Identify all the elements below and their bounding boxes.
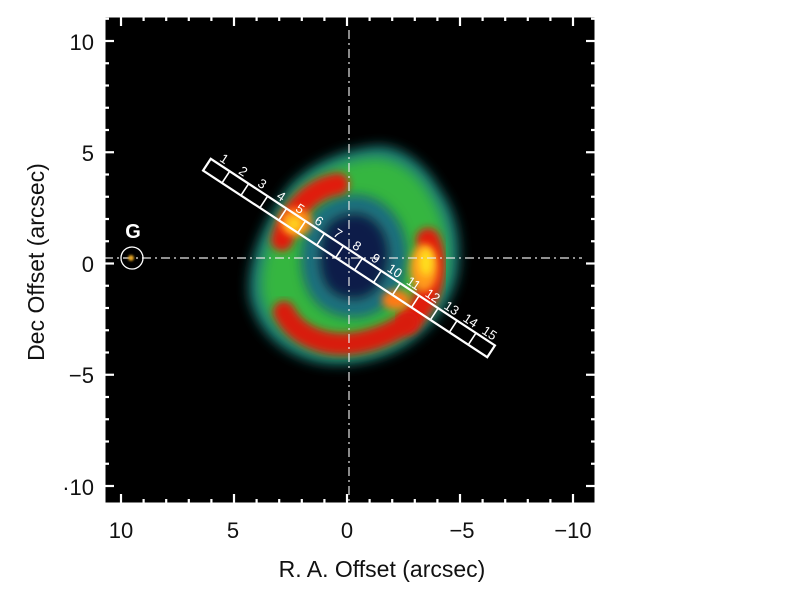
nebula-cavity-rim [303,197,406,316]
nebula-knot-right-core [419,248,433,276]
slit-divider [278,208,288,221]
x-axis-title: R. A. Offset (arcsec) [279,556,486,582]
slit-segment-label: 13 [442,298,462,318]
slit-divider [353,257,363,271]
slit-divider [410,295,420,308]
x-tick-label: 0 [341,518,353,543]
galaxy-marker: G [120,221,144,270]
galaxy-label: G [125,221,141,243]
slit-divider [316,233,326,246]
slit-divider [429,307,439,321]
x-tick-label: −5 [449,518,474,543]
x-tick-label: 5 [227,518,239,543]
x-tick-labels: 10 5 0 −5 −10 [109,518,592,543]
y-tick-label: 5 [82,141,94,166]
y-tick-labels: 10 5 0 −5 ·10 [62,30,94,500]
slit-segment-label: 10 [385,261,405,281]
slit-divider [391,282,401,296]
axis-ticks [104,16,596,504]
y-tick-label: ·10 [62,475,94,500]
slit-divider [297,220,307,234]
x-tick-label: −10 [554,518,591,543]
x-tick-label: 10 [109,518,133,543]
nebula-image [248,146,460,365]
galaxy-circle [120,246,144,270]
nebula-ring-lower [273,301,419,355]
slit-segment-label: 15 [479,323,499,343]
slit-divider [335,245,345,259]
y-tick-label: 0 [82,252,94,277]
slit-divider [372,270,382,283]
galaxy-source [128,255,134,261]
y-tick-label: −5 [69,363,94,388]
slit-divider [221,170,231,184]
slit-segment-label: 14 [460,310,480,330]
nebula-knot-lower [382,290,410,310]
nebula-cavity [310,204,398,309]
slit-segment-label: 12 [423,285,443,305]
y-axis-title: Dec Offset (arcsec) [23,163,49,361]
slit-divider [467,332,477,346]
slit-dividers [221,170,477,346]
y-tick-label: 10 [70,30,94,55]
slit-divider [259,195,269,209]
slit-outline [201,157,497,359]
slit-divider [448,320,458,333]
slit-divider [240,183,250,196]
plot-frame [102,14,598,506]
